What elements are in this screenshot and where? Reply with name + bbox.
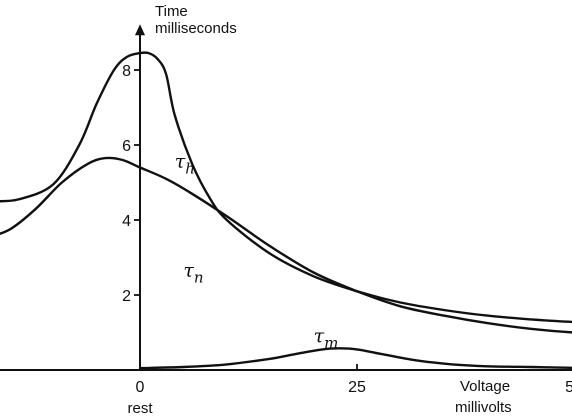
rest-label: rest xyxy=(127,400,153,417)
x-axis-title-line2: millivolts xyxy=(455,399,512,416)
y-axis-title-line2: milliseconds xyxy=(155,20,237,37)
curves xyxy=(0,51,572,370)
x-axis-title-line1: Voltage xyxy=(460,378,510,395)
y-tick-label: 6 xyxy=(122,138,131,155)
y-tick-label: 8 xyxy=(122,63,131,80)
x-tick-label: 50 xyxy=(565,379,572,396)
series-label-m: τm xyxy=(314,325,339,352)
labels: -2502550rest2468TimemillisecondsVoltagem… xyxy=(122,3,572,417)
series-line-h xyxy=(0,51,572,324)
y-axis-title-line1: Time xyxy=(155,3,188,20)
axes xyxy=(0,24,572,371)
x-tick-label: 25 xyxy=(348,379,366,396)
series-label-h: τh xyxy=(175,151,195,178)
series-label-n: τn xyxy=(183,259,203,286)
series-line-n xyxy=(0,156,572,334)
series-line-m xyxy=(138,347,572,370)
y-tick-label: 4 xyxy=(122,213,131,230)
x-tick-label: 0 xyxy=(136,379,145,396)
y-axis-arrow xyxy=(135,24,145,36)
y-tick-label: 2 xyxy=(122,288,131,305)
